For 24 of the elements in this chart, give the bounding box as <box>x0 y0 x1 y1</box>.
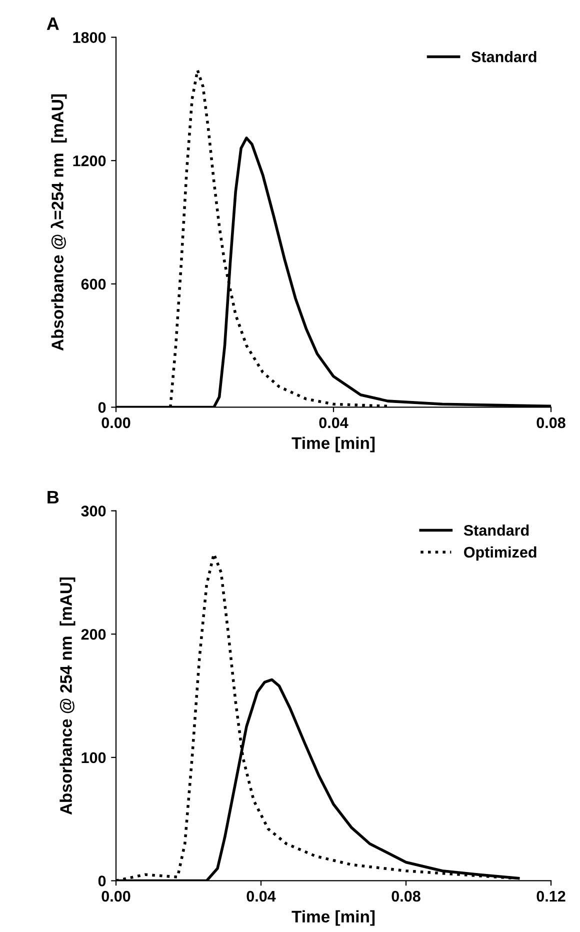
x-tick-label: 0.04 <box>319 417 348 428</box>
legend-label: Standard <box>471 51 536 62</box>
y-tick-label: 600 <box>81 278 106 290</box>
x-tick-label: 0.00 <box>102 890 130 902</box>
y-axis-title: Absorbance @ 254 nm [mAU] <box>60 577 76 815</box>
x-tick-label: 0.08 <box>392 890 420 902</box>
x-tick-label: 0.08 <box>536 417 566 428</box>
y-tick-label: 1200 <box>73 155 106 166</box>
x-axis-title: Time [min] <box>292 436 375 452</box>
y-tick-label: 200 <box>81 628 106 640</box>
legend-label: Optimized <box>464 546 536 561</box>
legend-label: Standard <box>464 524 529 536</box>
y-axis-title: Absorbance @ λ=254 nm [mAU] <box>50 94 67 351</box>
text: A <box>46 17 59 30</box>
y-tick-label: 0 <box>98 402 106 413</box>
y-tick-label: 1800 <box>73 32 106 43</box>
x-tick-label: 0.04 <box>246 890 276 902</box>
text: B <box>48 490 59 504</box>
x-tick-label: 0.00 <box>102 417 130 428</box>
y-tick-label: 300 <box>81 506 106 517</box>
x-axis-title: Time [min] <box>292 910 375 926</box>
y-tick-label: 0 <box>98 876 106 886</box>
x-tick-label: 0.12 <box>536 890 566 902</box>
y-tick-label: 100 <box>82 752 106 764</box>
